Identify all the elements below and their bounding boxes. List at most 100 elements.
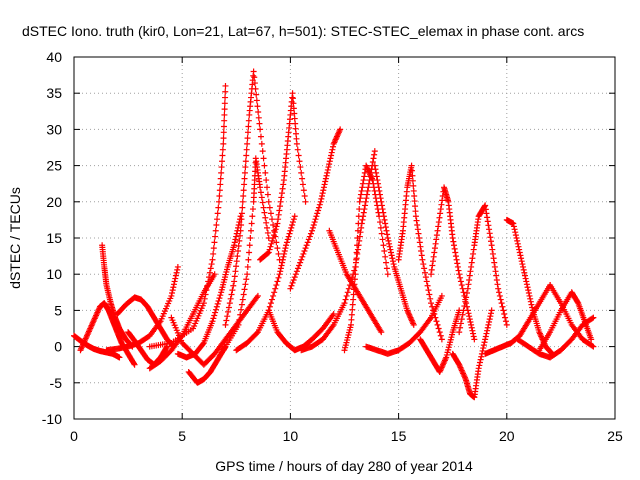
data-point	[364, 187, 371, 194]
data-point	[419, 256, 426, 263]
data-point	[361, 206, 368, 213]
data-point	[246, 242, 253, 249]
data-point	[265, 198, 272, 205]
data-point	[378, 329, 385, 336]
data-point	[309, 224, 316, 231]
data-point	[510, 223, 517, 230]
data-point	[484, 218, 491, 225]
data-point	[422, 274, 429, 281]
data-point	[238, 301, 245, 308]
data-point	[234, 253, 241, 260]
data-point	[455, 267, 462, 274]
data-point	[214, 216, 221, 223]
data-point	[486, 230, 493, 237]
data-point	[436, 214, 443, 221]
data-point	[221, 111, 228, 118]
data-point	[236, 232, 243, 239]
data-point	[287, 285, 294, 292]
data-point	[434, 227, 441, 234]
data-point	[348, 311, 355, 318]
data-point	[520, 263, 527, 270]
data-point	[299, 175, 306, 182]
data-point	[211, 271, 218, 278]
data-point	[293, 140, 300, 147]
data-point	[362, 202, 369, 209]
data-point	[426, 291, 433, 298]
data-point	[263, 219, 270, 226]
data-point	[277, 198, 284, 205]
data-point	[271, 289, 278, 296]
data-point	[341, 300, 348, 307]
data-point	[453, 256, 460, 263]
data-point	[289, 95, 296, 102]
data-point	[303, 242, 310, 249]
data-point	[501, 311, 508, 318]
data-point	[320, 187, 327, 194]
data-point	[204, 282, 211, 289]
data-point	[239, 204, 246, 211]
data-point	[212, 306, 219, 313]
data-point	[291, 274, 298, 281]
data-point	[373, 169, 380, 176]
data-point	[376, 219, 383, 226]
data-point	[239, 198, 246, 205]
data-point	[229, 287, 236, 294]
data-point	[248, 220, 255, 227]
data-point	[460, 289, 467, 296]
data-point	[309, 227, 316, 234]
data-point	[244, 129, 251, 136]
data-point	[244, 263, 251, 270]
data-point	[322, 178, 329, 185]
data-point	[254, 103, 261, 110]
data-point	[466, 316, 473, 323]
data-point	[237, 227, 244, 234]
data-point	[527, 295, 534, 302]
data-point	[212, 233, 219, 240]
data-point	[351, 281, 358, 288]
data-point	[350, 296, 357, 303]
data-point	[271, 229, 278, 236]
data-point	[290, 276, 297, 283]
data-point	[384, 231, 391, 238]
data-point	[273, 239, 280, 246]
data-point	[270, 235, 277, 241]
data-point	[307, 230, 314, 237]
data-point	[251, 74, 258, 81]
data-point	[477, 356, 484, 363]
data-point	[257, 184, 264, 191]
data-point	[277, 268, 284, 275]
data-point	[487, 234, 494, 241]
data-point	[278, 190, 285, 197]
data-point	[464, 285, 471, 292]
data-point	[232, 236, 239, 243]
data-point	[292, 271, 299, 278]
data-point	[512, 232, 519, 239]
data-point	[510, 220, 517, 227]
data-point	[370, 155, 377, 162]
data-point	[265, 249, 272, 256]
data-point	[412, 203, 419, 210]
x-tick-label: 20	[499, 428, 515, 444]
data-point	[240, 187, 247, 194]
data-point	[296, 158, 303, 165]
data-point	[430, 258, 437, 265]
data-point	[361, 173, 368, 180]
data-point	[358, 187, 365, 194]
data-point	[296, 262, 303, 269]
data-point	[227, 295, 234, 302]
data-point	[286, 230, 293, 237]
data-point	[264, 229, 271, 236]
data-point	[313, 213, 320, 220]
data-point	[212, 227, 219, 234]
data-point	[383, 265, 390, 272]
data-point	[493, 272, 500, 279]
data-point	[450, 242, 457, 249]
data-point	[241, 169, 248, 176]
data-point	[502, 318, 509, 325]
data-point	[293, 130, 300, 137]
data-point	[310, 221, 317, 228]
data-point	[280, 253, 287, 260]
data-point	[294, 146, 301, 153]
data-point	[200, 300, 207, 307]
data-point	[450, 238, 457, 245]
